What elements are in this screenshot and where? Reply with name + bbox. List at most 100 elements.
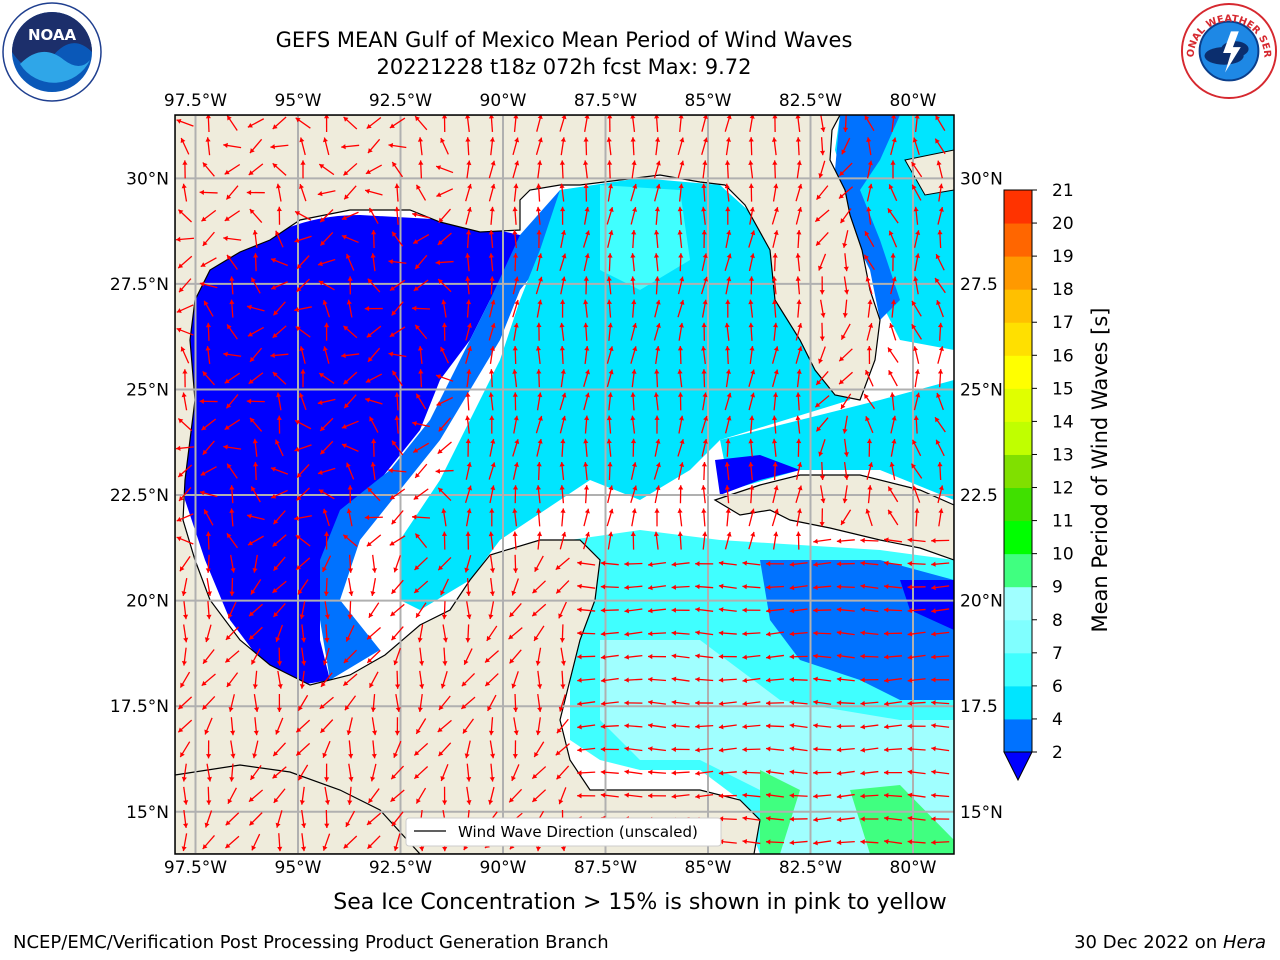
wave-direction-arrow bbox=[653, 253, 660, 272]
wave-direction-arrow bbox=[725, 137, 732, 156]
wave-direction-arrow bbox=[678, 115, 684, 133]
wave-direction-arrow bbox=[341, 144, 360, 150]
wave-direction-arrow bbox=[560, 438, 566, 457]
wave-direction-arrow bbox=[297, 764, 309, 781]
colorbar-segment bbox=[1004, 487, 1032, 522]
wave-direction-arrow bbox=[412, 233, 430, 245]
wave-direction-arrow bbox=[201, 696, 216, 710]
wave-direction-arrow bbox=[272, 116, 287, 130]
wave-direction-arrow bbox=[229, 276, 235, 295]
wave-direction-arrow bbox=[671, 676, 690, 682]
wave-direction-arrow bbox=[319, 440, 334, 455]
wave-direction-arrow bbox=[742, 607, 761, 613]
wave-direction-arrow bbox=[440, 670, 448, 689]
wave-direction-arrow bbox=[582, 230, 591, 248]
wave-direction-arrow bbox=[840, 393, 852, 410]
wave-direction-arrow bbox=[276, 183, 282, 202]
wave-direction-arrow bbox=[559, 392, 567, 411]
wave-direction-arrow bbox=[913, 276, 919, 295]
field-cyan-center bbox=[400, 178, 850, 610]
wave-direction-arrow bbox=[866, 183, 873, 202]
wave-direction-arrow bbox=[671, 723, 690, 729]
wave-direction-arrow bbox=[199, 398, 218, 404]
wave-direction-arrow bbox=[368, 602, 380, 619]
wave-direction-arrow bbox=[464, 554, 472, 573]
wave-direction-arrow bbox=[489, 206, 495, 225]
wave-direction-arrow bbox=[813, 840, 832, 846]
wave-direction-arrow bbox=[695, 770, 714, 776]
wave-direction-arrow bbox=[695, 700, 714, 706]
wave-direction-arrow bbox=[883, 792, 903, 799]
wave-direction-arrow bbox=[559, 183, 565, 202]
wave-direction-arrow bbox=[748, 253, 755, 272]
wave-direction-arrow bbox=[324, 624, 330, 643]
wave-direction-arrow bbox=[695, 793, 714, 799]
wave-direction-arrow bbox=[300, 369, 306, 388]
wave-direction-arrow bbox=[600, 654, 619, 660]
wave-direction-arrow bbox=[205, 345, 211, 365]
wave-direction-arrow bbox=[512, 369, 518, 388]
colorbar-segment bbox=[1004, 355, 1032, 389]
wave-direction-arrow bbox=[724, 183, 730, 202]
colorbar-tick-label: 12 bbox=[1052, 479, 1074, 499]
wave-direction-arrow bbox=[202, 370, 216, 386]
wave-direction-arrow bbox=[488, 392, 494, 411]
wave-direction-arrow bbox=[724, 345, 731, 365]
wave-direction-arrow bbox=[253, 694, 260, 712]
wave-direction-arrow bbox=[391, 161, 404, 178]
wave-direction-arrow bbox=[371, 740, 377, 759]
wave-direction-arrow bbox=[836, 816, 855, 823]
wave-direction-arrow bbox=[813, 630, 832, 636]
wave-direction-arrow bbox=[789, 561, 808, 567]
wave-direction-arrow bbox=[765, 584, 785, 590]
wave-direction-arrow bbox=[536, 392, 543, 411]
wave-direction-arrow bbox=[371, 554, 377, 573]
wave-direction-arrow bbox=[394, 183, 400, 202]
wave-direction-arrow bbox=[250, 486, 261, 503]
wave-direction-arrow bbox=[748, 183, 754, 202]
wave-direction-arrow bbox=[558, 694, 566, 712]
wave-direction-arrow bbox=[654, 438, 661, 457]
wave-direction-arrow bbox=[815, 231, 829, 247]
wave-direction-arrow bbox=[465, 346, 472, 364]
wave-direction-arrow bbox=[180, 137, 190, 155]
wave-direction-arrow bbox=[511, 671, 519, 689]
wave-direction-arrow bbox=[484, 673, 499, 687]
wave-direction-arrow bbox=[836, 770, 855, 776]
wave-direction-arrow bbox=[630, 322, 638, 341]
wave-direction-arrow bbox=[937, 346, 944, 364]
wave-direction-arrow bbox=[607, 230, 614, 248]
wave-direction-arrow bbox=[913, 230, 921, 248]
wave-direction-arrow bbox=[838, 186, 854, 199]
wave-direction-arrow bbox=[815, 417, 829, 432]
wave-direction-arrow bbox=[299, 670, 305, 689]
wave-direction-arrow bbox=[630, 346, 638, 364]
wave-direction-arrow bbox=[391, 811, 404, 827]
wave-direction-arrow bbox=[765, 723, 785, 729]
wave-direction-arrow bbox=[296, 255, 310, 270]
wave-direction-arrow bbox=[724, 415, 732, 434]
wave-direction-arrow bbox=[535, 485, 542, 504]
wave-direction-arrow bbox=[748, 322, 754, 341]
wave-direction-arrow bbox=[631, 508, 637, 527]
wave-direction-arrow bbox=[577, 724, 596, 730]
wave-direction-arrow bbox=[465, 183, 472, 202]
wave-direction-arrow bbox=[393, 833, 401, 852]
wave-direction-arrow bbox=[250, 648, 261, 665]
wave-direction-arrow bbox=[695, 653, 714, 659]
wave-direction-arrow bbox=[836, 747, 855, 753]
wave-direction-arrow bbox=[319, 209, 334, 223]
wave-direction-arrow bbox=[488, 369, 495, 388]
wave-direction-arrow bbox=[765, 608, 785, 614]
wave-direction-arrow bbox=[415, 602, 427, 619]
wave-direction-arrow bbox=[299, 346, 306, 364]
wave-direction-arrow bbox=[765, 815, 785, 822]
wave-direction-arrow bbox=[223, 235, 242, 241]
wave-direction-arrow bbox=[394, 206, 400, 225]
wave-direction-arrow bbox=[624, 746, 643, 752]
wave-direction-arrow bbox=[368, 207, 379, 225]
wave-direction-arrow bbox=[394, 392, 400, 411]
wave-direction-arrow bbox=[253, 717, 259, 736]
wave-direction-arrow bbox=[391, 626, 404, 641]
wave-direction-arrow bbox=[839, 208, 852, 224]
